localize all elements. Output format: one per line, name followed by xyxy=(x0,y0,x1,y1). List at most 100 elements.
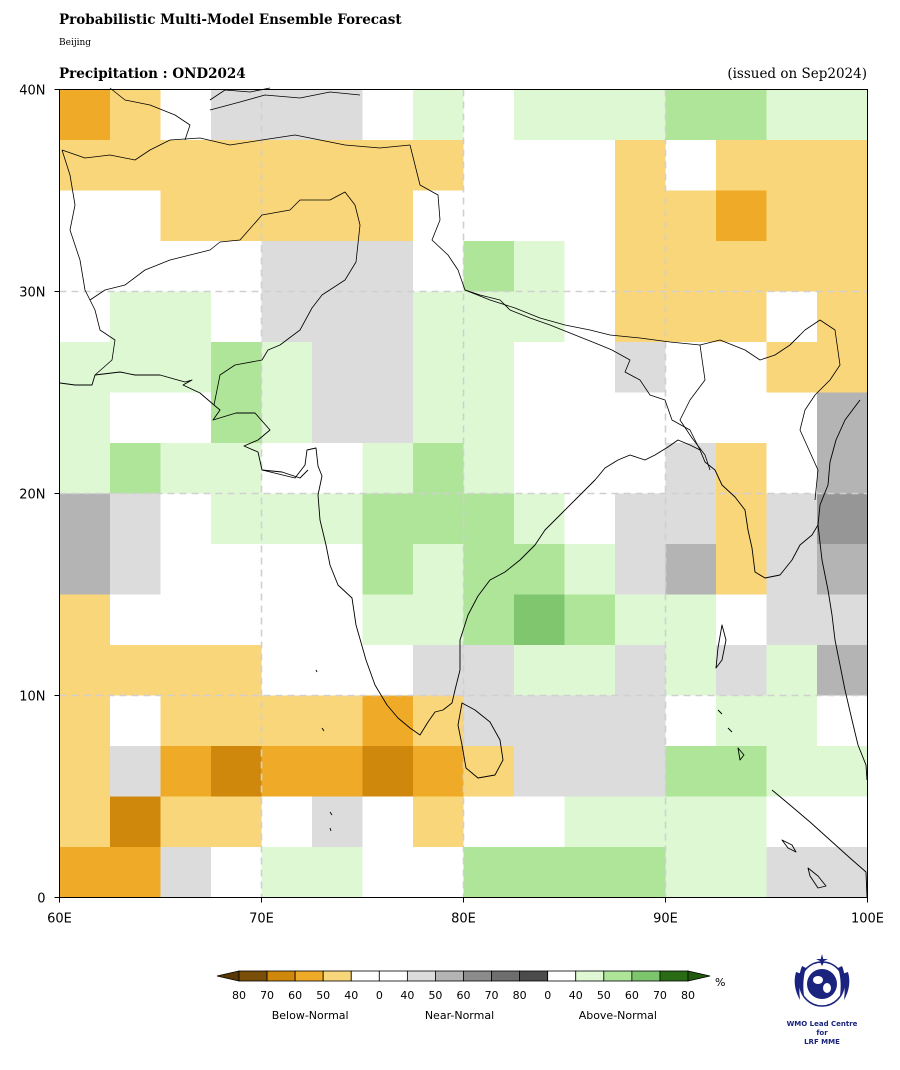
grid-cell xyxy=(766,241,818,292)
grid-cell xyxy=(817,695,868,747)
grid-cell xyxy=(110,241,161,292)
grid-cell xyxy=(110,493,161,545)
grid-cell xyxy=(211,796,262,848)
grid-cell xyxy=(160,695,212,747)
border-nepal xyxy=(464,289,613,351)
grid-cell xyxy=(514,291,565,343)
grid-cell xyxy=(59,544,111,595)
grid-cell xyxy=(665,291,717,343)
grid-cell xyxy=(312,89,363,141)
grid-cell xyxy=(160,847,212,898)
grid-cell xyxy=(211,291,262,343)
grid-cell xyxy=(665,241,717,292)
grid-cell xyxy=(615,342,666,393)
grid-cell xyxy=(817,241,868,292)
grid-cell xyxy=(665,594,717,646)
grid-cell xyxy=(59,443,111,494)
grid-cell xyxy=(261,645,313,696)
grid-cell xyxy=(564,241,616,292)
wmo-emblem-icon xyxy=(794,954,850,1007)
grid-cell xyxy=(514,746,565,797)
grid-cell xyxy=(615,140,666,191)
grid-cell xyxy=(59,847,111,898)
colorbar-segment xyxy=(659,970,689,982)
wmo-logo-line1: WMO Lead Centre for xyxy=(786,1020,858,1037)
grid-cell xyxy=(817,746,868,797)
grid-cell xyxy=(160,241,212,292)
colorbar-segment xyxy=(238,970,268,982)
grid-cell xyxy=(160,291,212,343)
grid-cell xyxy=(564,342,616,393)
grid-cell xyxy=(514,695,565,747)
grid-cell xyxy=(413,847,464,898)
grid-cell xyxy=(413,746,464,797)
grid-cell xyxy=(312,796,363,848)
lat-tick-label: 0 xyxy=(37,892,45,907)
wmo-logo-line2: LRF MME xyxy=(804,1038,840,1046)
grid-cell xyxy=(514,392,565,444)
border-kyrgyz xyxy=(209,91,361,111)
grid-cell xyxy=(463,493,515,545)
grid-cell xyxy=(261,443,313,494)
grid-cell xyxy=(413,140,464,191)
colorbar-segment xyxy=(603,970,633,982)
lon-tick-label: 100E xyxy=(851,912,884,927)
colorbar-tick-label: 50 xyxy=(428,989,442,1002)
grid-cell xyxy=(312,342,363,393)
grid-cell xyxy=(463,847,515,898)
colorbar-segment xyxy=(463,970,492,982)
grid-cell xyxy=(261,493,313,545)
grid-cell xyxy=(766,695,818,747)
grid-cell xyxy=(261,89,313,141)
grid-cell xyxy=(110,847,161,898)
grid-cell xyxy=(817,645,868,696)
grid-cell xyxy=(211,695,262,747)
grid-cell xyxy=(110,342,161,393)
grid-cell xyxy=(564,847,616,898)
grid-cell xyxy=(766,140,818,191)
grid-cell xyxy=(615,291,666,343)
grid-cell xyxy=(615,544,666,595)
grid-cell xyxy=(564,594,616,646)
grid-cell xyxy=(615,796,666,848)
grid-cell xyxy=(261,241,313,292)
colorbar-segment xyxy=(406,970,436,982)
colorbar-segment xyxy=(519,970,549,982)
grid-cell xyxy=(312,544,363,595)
grid-cell xyxy=(362,443,414,494)
colorbar-tick-label: 70 xyxy=(260,989,274,1002)
lon-tick-label: 60E xyxy=(47,912,72,927)
grid-cell xyxy=(312,140,363,191)
grid-cell xyxy=(665,443,717,494)
grid-cell xyxy=(211,847,262,898)
colorbar-legend: 80 70 60 50 40 0 40 50 60 70 80 0 40 50 60 70 80% Below-N… xyxy=(216,970,725,1022)
grid-cell xyxy=(59,190,111,242)
grid-cell xyxy=(59,89,111,141)
coastline-west xyxy=(59,371,619,736)
grid-cell xyxy=(716,695,767,747)
coastline-sri-lanka xyxy=(457,702,504,779)
grid-cell xyxy=(413,392,464,444)
coastline-nicobar xyxy=(737,747,745,761)
grid-cell xyxy=(110,392,161,444)
grid-cell xyxy=(766,291,818,343)
grid-cell xyxy=(160,645,212,696)
grid-cell xyxy=(665,695,717,747)
grid-cell xyxy=(665,645,717,696)
grid-cell xyxy=(312,241,363,292)
grid-cell xyxy=(514,140,565,191)
lon-tick-label: 90E xyxy=(653,912,678,927)
grid-cell xyxy=(564,695,616,747)
grid-cell xyxy=(716,140,767,191)
grid-cell xyxy=(615,241,666,292)
colorbar-tick-label: 50 xyxy=(597,989,611,1002)
grid-cell xyxy=(716,847,767,898)
border-tajik xyxy=(109,87,191,141)
grid-cell xyxy=(261,140,313,191)
colorbar-group-label: Above-Normal xyxy=(579,1009,657,1022)
grid-cell xyxy=(665,796,717,848)
grid-cell xyxy=(211,443,262,494)
grid-cell xyxy=(716,443,767,494)
grid-cell xyxy=(211,89,262,141)
